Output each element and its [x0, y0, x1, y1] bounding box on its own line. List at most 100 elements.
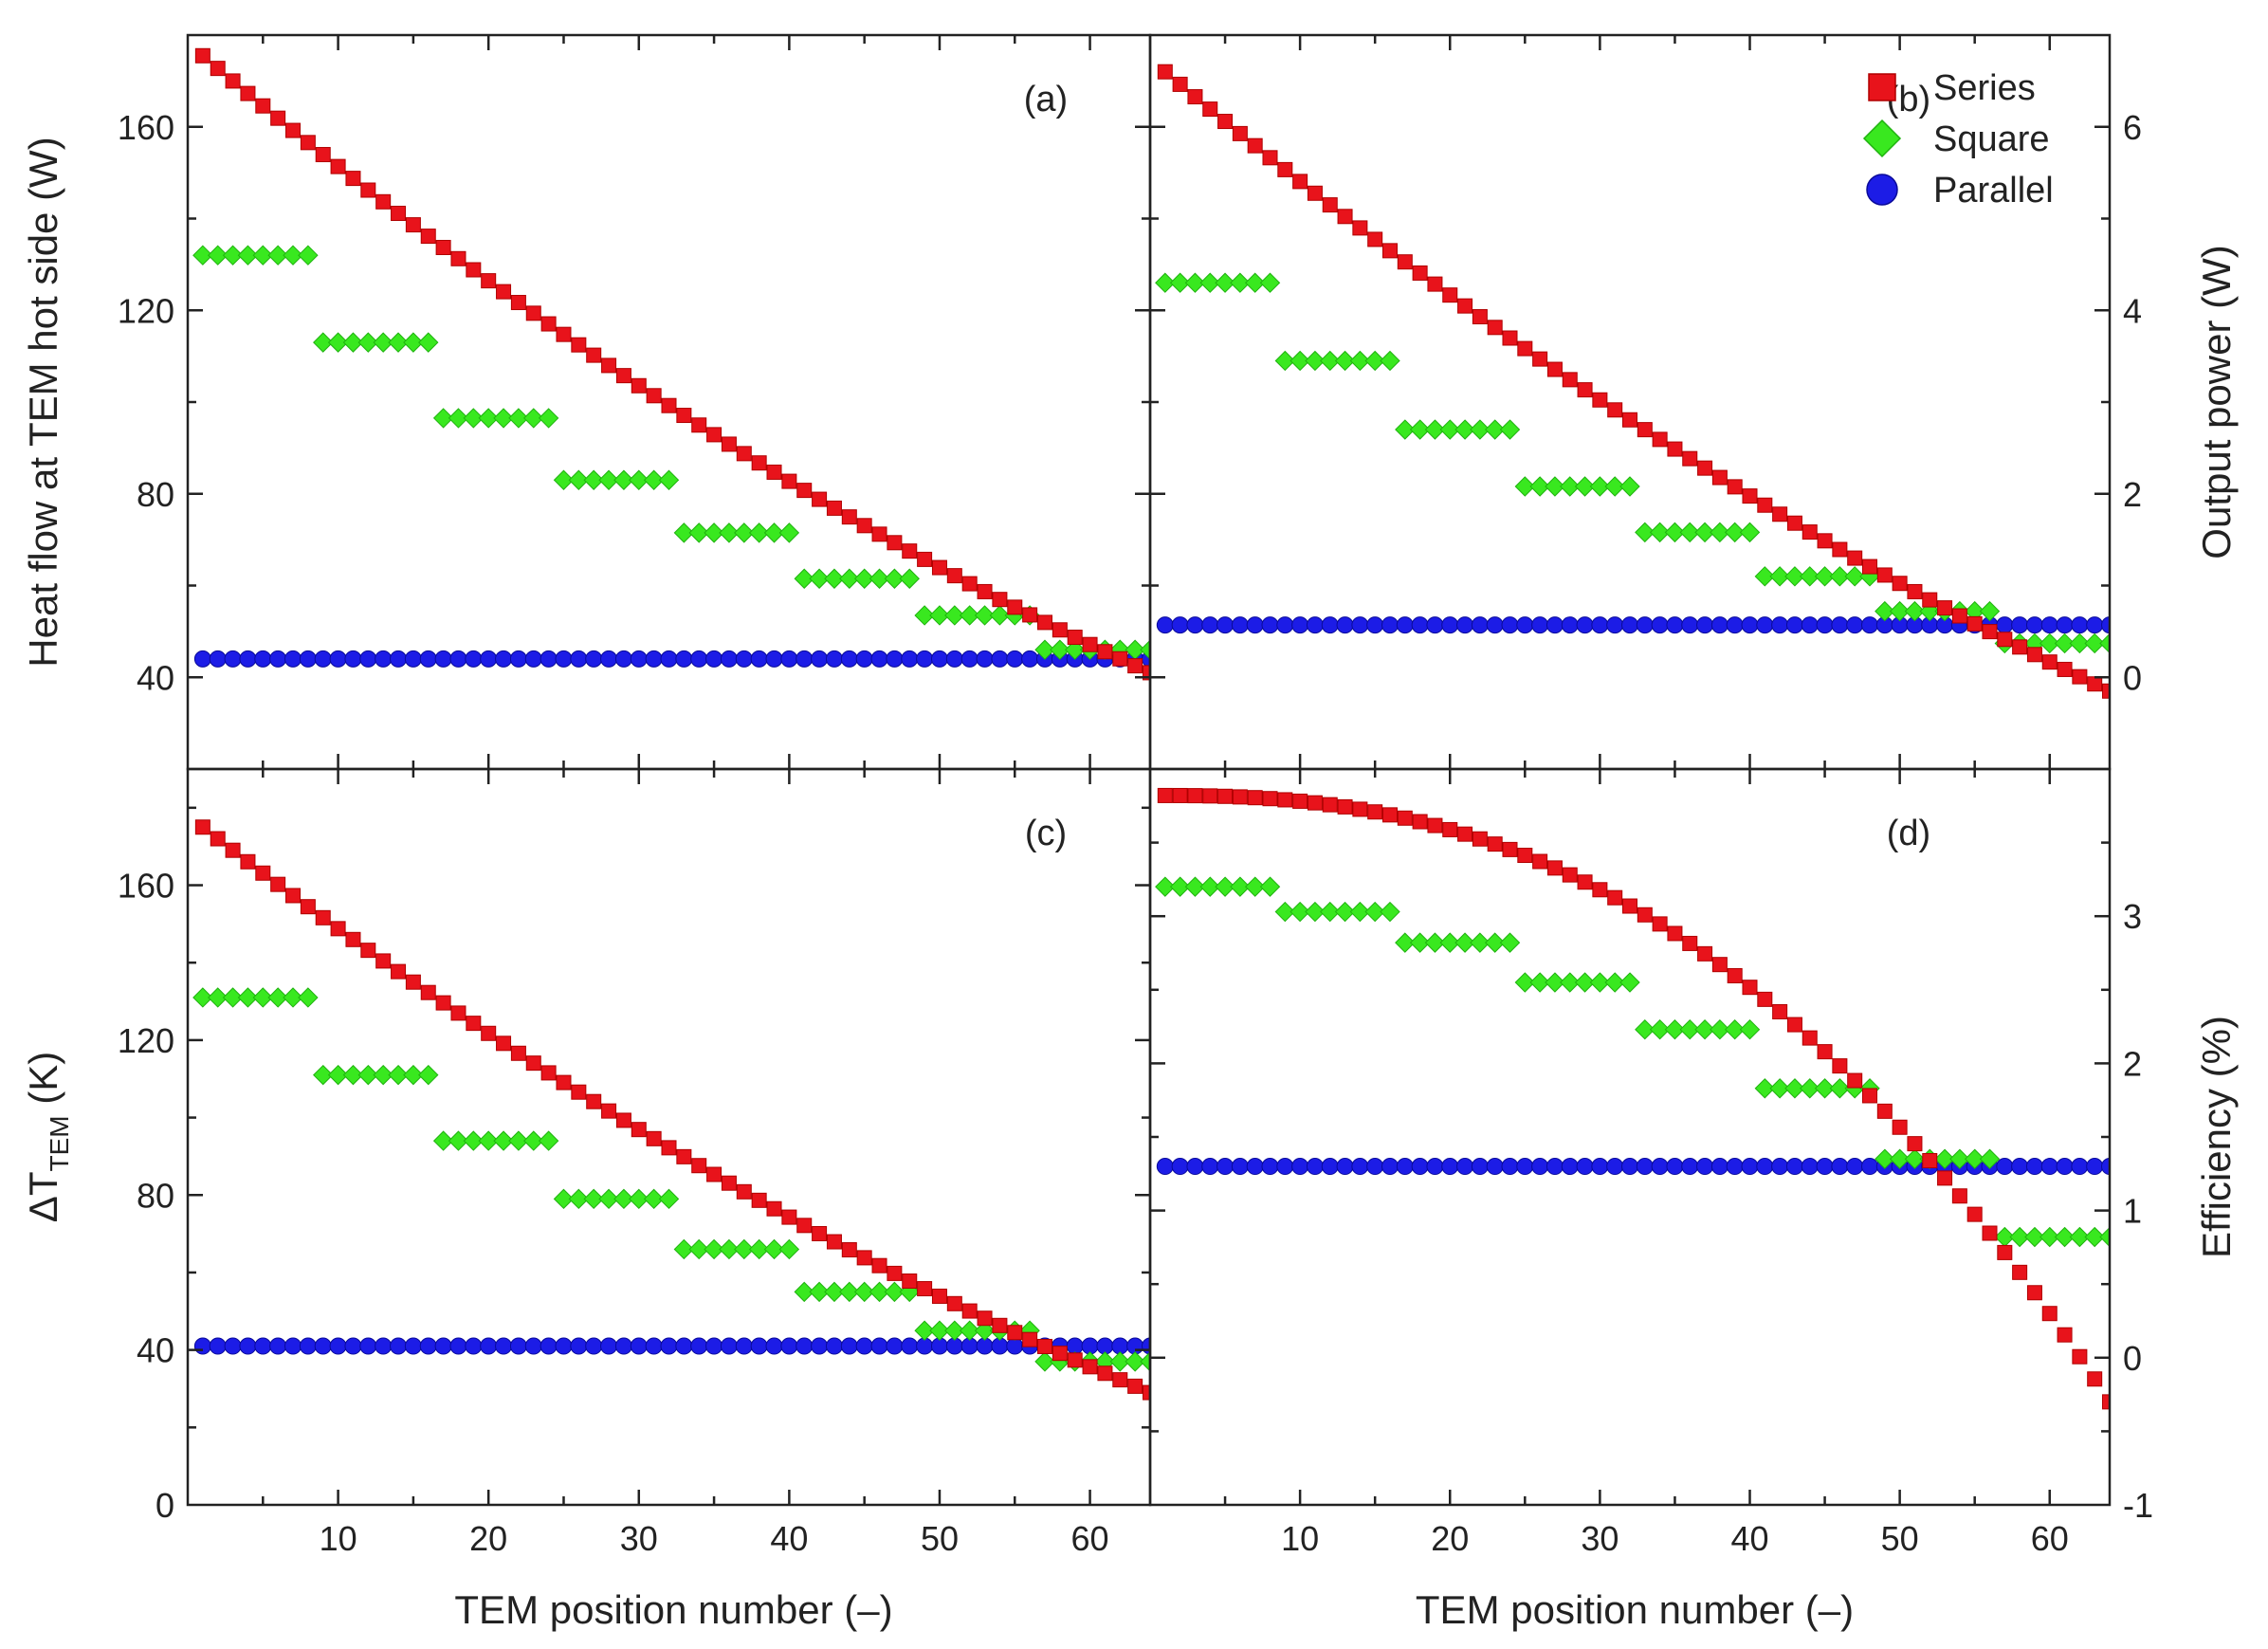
panel-d-parallel-point-23 — [1486, 1158, 1504, 1176]
panel-a-parallel-point-23 — [524, 650, 542, 668]
panel-c-parallel-point-27 — [585, 1337, 603, 1355]
panel-c-square-point-14 — [388, 1064, 409, 1086]
panel-c-series-point-14 — [391, 963, 407, 980]
panel-d-square-point-60 — [2039, 1226, 2060, 1248]
panel-c-xtick-label: 20 — [469, 1519, 507, 1558]
panel-a-square-point-14 — [388, 332, 409, 353]
panel-d-square-point-23 — [1484, 932, 1506, 953]
panel-c-parallel-point-18 — [449, 1337, 467, 1355]
panel-a-parallel-point-25 — [555, 650, 573, 668]
panel-d-series-point-36 — [1682, 935, 1698, 951]
panel-d-square-point-51 — [1904, 1148, 1926, 1169]
panel-d-series-point-33 — [1637, 907, 1653, 923]
panel-b-series-point-52 — [1922, 592, 1938, 608]
panel-b-series-point-16 — [1382, 243, 1398, 259]
panel-b-parallel-point-7 — [1246, 616, 1264, 634]
panel-d-parallel-point-64 — [2101, 1158, 2110, 1176]
panel-d-parallel-point-57 — [1996, 1158, 2014, 1176]
panel-b-square-point-50 — [1889, 600, 1911, 622]
panel-c-series-point-43 — [826, 1234, 842, 1250]
panel-b-parallel-point-17 — [1396, 616, 1414, 634]
panel-d-series-point-22 — [1472, 831, 1488, 847]
panel-d-series-point-46 — [1832, 1058, 1848, 1074]
panel-d-parallel-point-61 — [2056, 1158, 2074, 1176]
panel-a-square-point-20 — [478, 408, 499, 429]
panel-a-series-point-58 — [1052, 622, 1068, 638]
panel-d-ytick-label: -1 — [2123, 1486, 2153, 1525]
panel-a-square-point-26 — [568, 469, 590, 490]
panel-c-parallel-point-26 — [570, 1337, 588, 1355]
panel-b-series-point-4 — [1202, 101, 1218, 118]
panel-a-square-point-30 — [629, 469, 649, 490]
panel-c-series-point-47 — [887, 1265, 903, 1281]
panel-d-square-point-29 — [1574, 972, 1596, 993]
panel-b-series-point-58 — [2012, 639, 2028, 655]
panel-a-parallel-point-9 — [314, 650, 332, 668]
panel-b-series-point-53 — [1937, 600, 1953, 616]
panel-a-series-point-38 — [751, 455, 767, 471]
panel-c-square-point-37 — [734, 1238, 755, 1260]
panel-c-series-point-27 — [586, 1093, 602, 1109]
panel-d-parallel-point-37 — [1696, 1158, 1714, 1176]
panel-b-parallel-point-64 — [2101, 616, 2110, 634]
panel-b-parallel-point-20 — [1441, 616, 1459, 634]
panel-a-parallel-point-41 — [796, 650, 814, 668]
panel-c-square-point-9 — [313, 1064, 334, 1086]
panel-b-parallel-point-44 — [1801, 616, 1819, 634]
panel-d-series-point-20 — [1442, 821, 1458, 837]
panel-b-parallel-point-40 — [1741, 616, 1759, 634]
panel-b-parallel-point-36 — [1681, 616, 1699, 634]
panel-c-series-point-51 — [946, 1295, 962, 1311]
legend-square-label: Square — [1933, 119, 2050, 159]
panel-c-parallel-point-12 — [359, 1337, 377, 1355]
panel-d-square-point-2 — [1169, 876, 1191, 897]
panel-b-parallel-point-60 — [2040, 616, 2058, 634]
panel-c-square-point-63 — [1125, 1351, 1145, 1372]
panel-b-square-point-19 — [1424, 419, 1446, 440]
panel-d-square-point-46 — [1829, 1078, 1851, 1099]
panel-b-square-point-26 — [1529, 476, 1550, 497]
panel-c-square-point-10 — [327, 1064, 349, 1086]
panel-b-square-point-10 — [1289, 350, 1310, 372]
panel-b-square-point-17 — [1395, 419, 1416, 440]
panel-a-series-point-9 — [315, 147, 331, 163]
panel-d-series-point-32 — [1622, 898, 1637, 914]
panel-d-parallel-point-3 — [1186, 1158, 1204, 1176]
panel-d-square-point-39 — [1724, 1018, 1746, 1040]
panel-a-series-point-42 — [812, 491, 828, 507]
panel-a-parallel-point-20 — [480, 650, 498, 668]
panel-d-parallel-point-31 — [1606, 1158, 1624, 1176]
panel-a-square-point-31 — [643, 469, 665, 490]
panel-a-parallel-point-53 — [976, 650, 994, 668]
panel-b-series-point-47 — [1847, 550, 1863, 566]
panel-c-square-point-28 — [598, 1188, 619, 1210]
panel-c-parallel-point-23 — [524, 1337, 542, 1355]
panel-d-square-point-43 — [1784, 1078, 1805, 1099]
panel-d-square-point-40 — [1739, 1018, 1761, 1040]
panel-c-parallel-point-43 — [825, 1337, 843, 1355]
panel-b-square-point-38 — [1710, 522, 1730, 543]
legend-parallel-label: Parallel — [1933, 171, 2054, 211]
panel-c-parallel-point-28 — [600, 1337, 618, 1355]
panel-d-series-point-2 — [1172, 787, 1188, 803]
panel-d-series-point-17 — [1397, 810, 1413, 826]
panel-c-series-point-36 — [721, 1175, 737, 1191]
panel-b-parallel-point-23 — [1486, 616, 1504, 634]
panel-d-parallel-point-42 — [1771, 1158, 1789, 1176]
panel-d-label: (d) — [1887, 814, 1930, 853]
panel-b-parallel-point-15 — [1366, 616, 1384, 634]
panel-c-series-point-10 — [330, 921, 346, 937]
panel-c-ytick-label: 160 — [118, 867, 174, 906]
panel-c-series-point-17 — [435, 995, 451, 1011]
panel-d-parallel-point-41 — [1756, 1158, 1774, 1176]
panel-c-parallel-point-5 — [254, 1337, 272, 1355]
panel-a-square-point-4 — [237, 245, 259, 266]
panel-d-parallel-point-48 — [1861, 1158, 1878, 1176]
panel-c-parallel-point-35 — [705, 1337, 723, 1355]
panel-a-series-point-4 — [240, 85, 256, 101]
panel-c-ylabel: ΔTTEM (K) — [21, 1052, 74, 1222]
panel-d-series-point-49 — [1876, 1103, 1893, 1119]
panel-d-square-point-50 — [1889, 1148, 1911, 1169]
panel-c-square-point-43 — [824, 1281, 845, 1303]
panel-d-series-point-51 — [1907, 1136, 1923, 1152]
